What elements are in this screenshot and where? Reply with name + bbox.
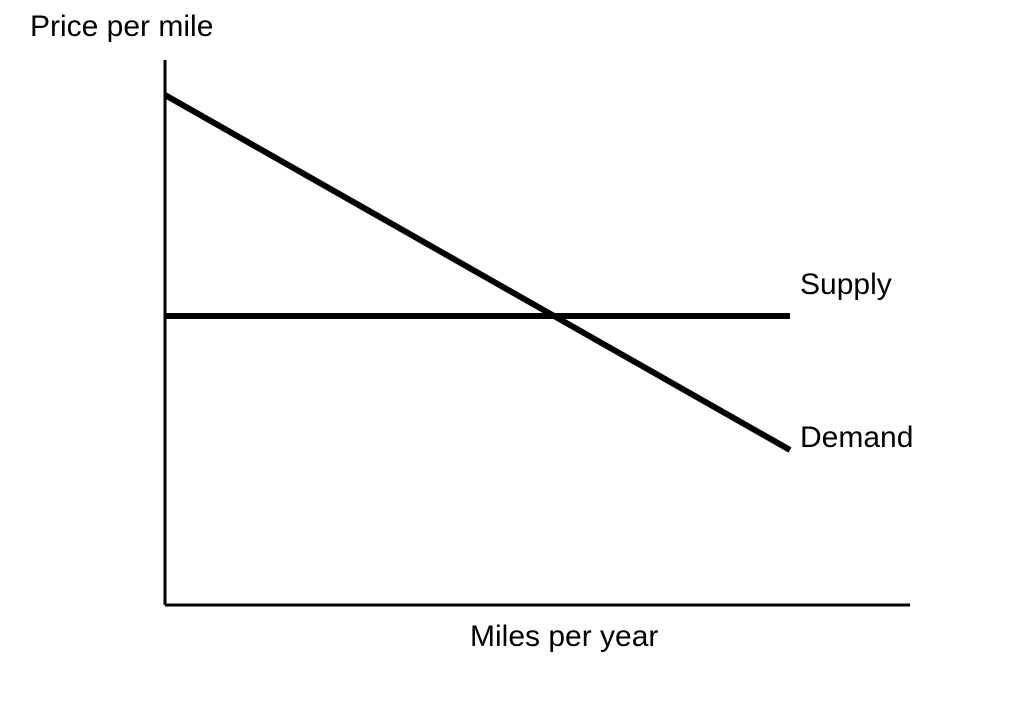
demand-line [165, 95, 790, 450]
supply-label: Supply [800, 268, 892, 302]
chart-svg [0, 0, 1024, 715]
y-axis-label: Price per mile [30, 10, 213, 44]
x-axis-label: Miles per year [470, 620, 658, 654]
supply-demand-chart: Price per mile Miles per year Supply Dem… [0, 0, 1024, 715]
demand-label: Demand [800, 421, 913, 455]
